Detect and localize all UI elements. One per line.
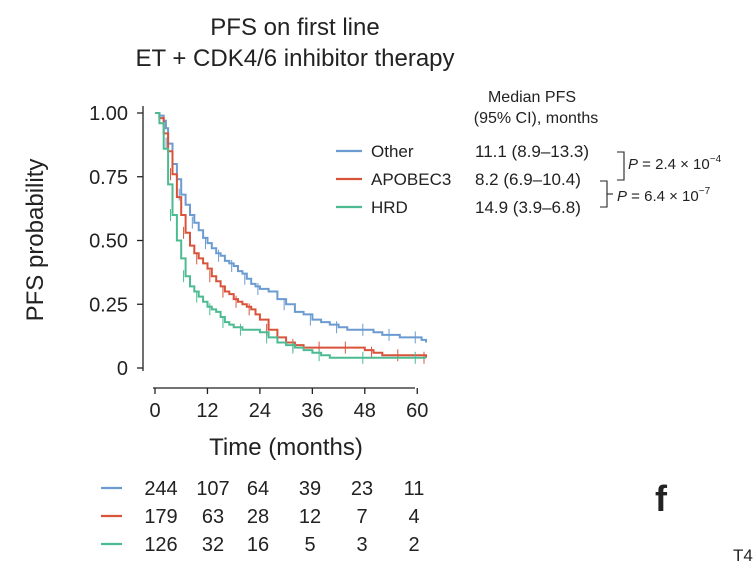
pvalue-1: P = 2.4 × 10−4: [628, 154, 722, 173]
x-tick-label: 48: [354, 400, 376, 422]
bracket-1: [617, 151, 625, 181]
bracket-2: [600, 180, 608, 208]
risk-count: 63: [202, 506, 224, 528]
y-tick-label: 0.75: [89, 167, 128, 189]
km-curve-apobec3: [155, 112, 427, 358]
risk-count: 7: [356, 506, 367, 528]
x-tick-label: 60: [406, 400, 428, 422]
y-tick-label: 0.50: [89, 231, 128, 253]
x-tick-label: 24: [249, 400, 271, 422]
km-curve-hrd: [155, 112, 426, 359]
risk-count: 11: [404, 478, 425, 500]
risk-count: 16: [247, 534, 269, 556]
x-tick-label: 0: [149, 400, 160, 422]
risk-count: 126: [144, 534, 177, 556]
chart-title-line1: PFS on first line: [210, 14, 380, 41]
chart-title-line2: ET + CDK4/6 inhibitor therapy: [135, 45, 455, 72]
risk-count: 5: [304, 534, 315, 556]
risk-count: 32: [202, 534, 224, 556]
y-tick-label: 0: [117, 358, 128, 380]
risk-count: 23: [351, 478, 373, 500]
risk-count: 2: [408, 534, 419, 556]
legend-label-other: Other: [371, 142, 414, 161]
risk-count: 4: [408, 506, 419, 528]
pvalue-2: P = 6.4 × 10−7: [617, 186, 711, 205]
y-tick-label: 1.00: [89, 103, 128, 125]
legend-median-other: 11.1 (8.9–13.3): [475, 142, 589, 161]
risk-count: 12: [299, 506, 321, 528]
x-tick-label: 12: [196, 400, 218, 422]
x-axis-label: Time (months): [209, 434, 363, 461]
risk-count: 3: [356, 534, 367, 556]
risk-count: 179: [144, 506, 177, 528]
x-tick-label: 36: [301, 400, 323, 422]
legend-header-2: (95% CI), months: [474, 110, 598, 127]
risk-count: 244: [144, 478, 177, 500]
risk-count: 39: [299, 478, 321, 500]
legend-label-apobec3: APOBEC3: [371, 170, 451, 189]
edge-text: T4: [733, 546, 753, 565]
legend-header-1: Median PFS: [488, 89, 576, 106]
y-tick-label: 0.25: [89, 294, 128, 316]
legend-label-hrd: HRD: [371, 198, 408, 217]
risk-count: 64: [247, 478, 269, 500]
risk-count: 107: [196, 478, 229, 500]
panel-letter: f: [655, 478, 667, 519]
legend-median-apobec3: 8.2 (6.9–10.4): [475, 170, 581, 189]
legend-median-hrd: 14.9 (3.9–6.8): [475, 198, 581, 217]
risk-count: 28: [247, 506, 269, 528]
